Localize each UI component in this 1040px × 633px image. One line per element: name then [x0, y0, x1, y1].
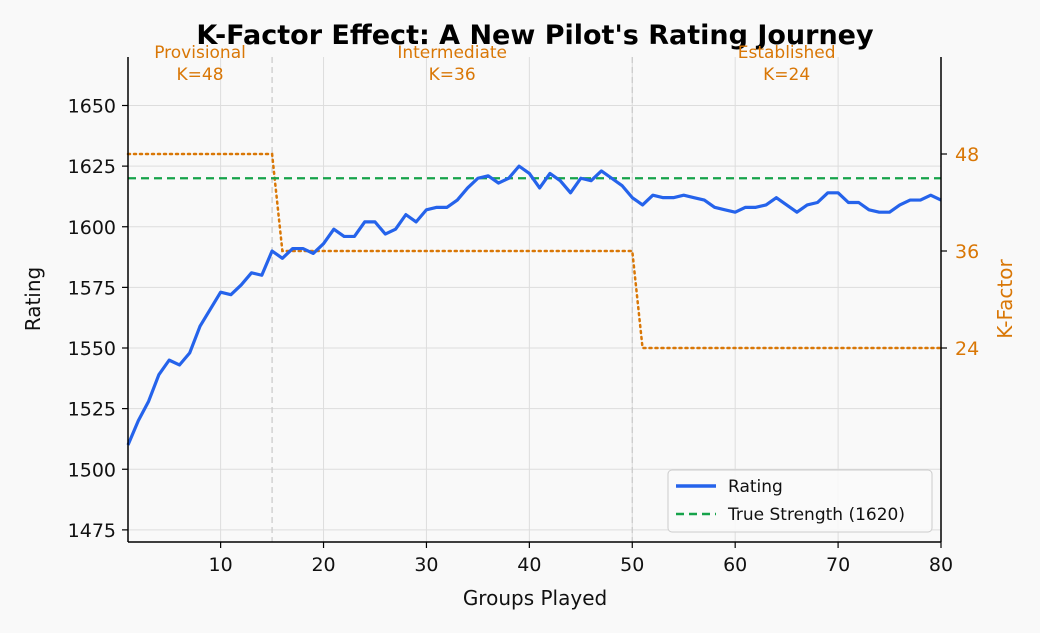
- phase-label-k: K=48: [177, 65, 224, 85]
- x-tick-label: 10: [209, 554, 233, 576]
- y-tick-label: 1500: [68, 459, 116, 481]
- x-tick-label: 80: [929, 554, 953, 576]
- rating-line: [126, 164, 942, 446]
- phase-label-name: Provisional: [154, 43, 246, 63]
- phase-label-name: Intermediate: [397, 43, 507, 63]
- x-tick-label: 70: [826, 554, 850, 576]
- phase-label-k: K=36: [429, 65, 476, 85]
- y-tick-label: 1575: [68, 277, 116, 299]
- legend-label-true-strength: True Strength (1620): [727, 505, 905, 525]
- phase-label-k: K=24: [763, 65, 810, 85]
- chart-title: K-Factor Effect: A New Pilot's Rating Jo…: [196, 20, 874, 51]
- legend-label-rating: Rating: [728, 477, 783, 497]
- y-axis-title: Rating: [21, 267, 45, 331]
- y2-axis-title: K-Factor: [993, 258, 1017, 338]
- phase-boundaries: [271, 57, 633, 542]
- y2-tick-label: 36: [955, 241, 979, 263]
- k-factor-line: [126, 152, 943, 350]
- x-tick-label: 20: [311, 554, 335, 576]
- y-tick-label: 1600: [68, 217, 116, 239]
- phase-label-name: Established: [738, 43, 836, 63]
- legend: Rating True Strength (1620): [667, 469, 933, 533]
- axes-layer: 10 20 30 40 50 60 70 80 1475 1500 1525 1550 1575 1600…: [68, 57, 979, 576]
- x-tick-label: 40: [517, 554, 541, 576]
- y2-tick-label: 24: [955, 338, 979, 360]
- x-axis-title: Groups Played: [463, 586, 607, 610]
- x-tick-label: 30: [414, 554, 438, 576]
- x-tick-label: 60: [723, 554, 747, 576]
- y-tick-label: 1650: [68, 96, 116, 118]
- x-tick-label: 50: [620, 554, 644, 576]
- series-layer: [126, 152, 943, 446]
- y2-tick-label: 48: [955, 144, 979, 166]
- legend-box: [667, 469, 933, 533]
- y-tick-label: 1525: [68, 399, 116, 421]
- y-tick-label: 1475: [68, 520, 116, 542]
- y-tick-label: 1625: [68, 156, 116, 178]
- y-tick-label: 1550: [68, 338, 116, 360]
